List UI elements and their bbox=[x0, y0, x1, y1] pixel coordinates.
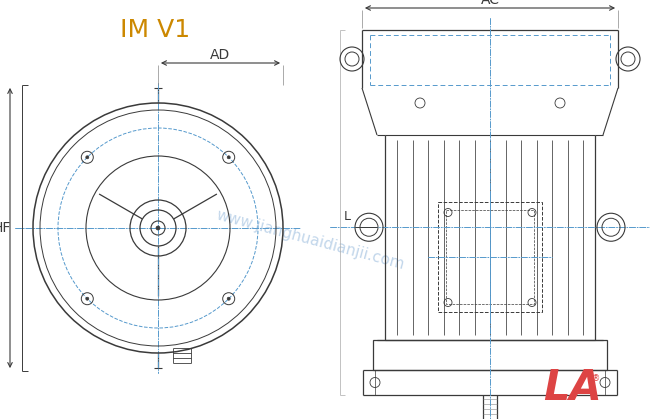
Text: IM V1: IM V1 bbox=[120, 18, 190, 42]
Bar bbox=[438, 202, 542, 313]
Circle shape bbox=[227, 297, 230, 300]
Text: AD: AD bbox=[211, 48, 231, 62]
Text: L: L bbox=[343, 210, 350, 223]
Bar bbox=[446, 210, 534, 305]
Bar bbox=[373, 340, 607, 370]
Circle shape bbox=[227, 156, 230, 159]
Circle shape bbox=[86, 297, 89, 300]
Text: HF: HF bbox=[0, 221, 11, 235]
Text: www.jianghuaidianjii.com: www.jianghuaidianjii.com bbox=[214, 207, 406, 272]
Circle shape bbox=[86, 156, 89, 159]
Circle shape bbox=[156, 226, 160, 230]
Text: ®: ® bbox=[592, 374, 600, 383]
Text: LA: LA bbox=[543, 367, 603, 409]
Text: AC: AC bbox=[480, 0, 499, 7]
